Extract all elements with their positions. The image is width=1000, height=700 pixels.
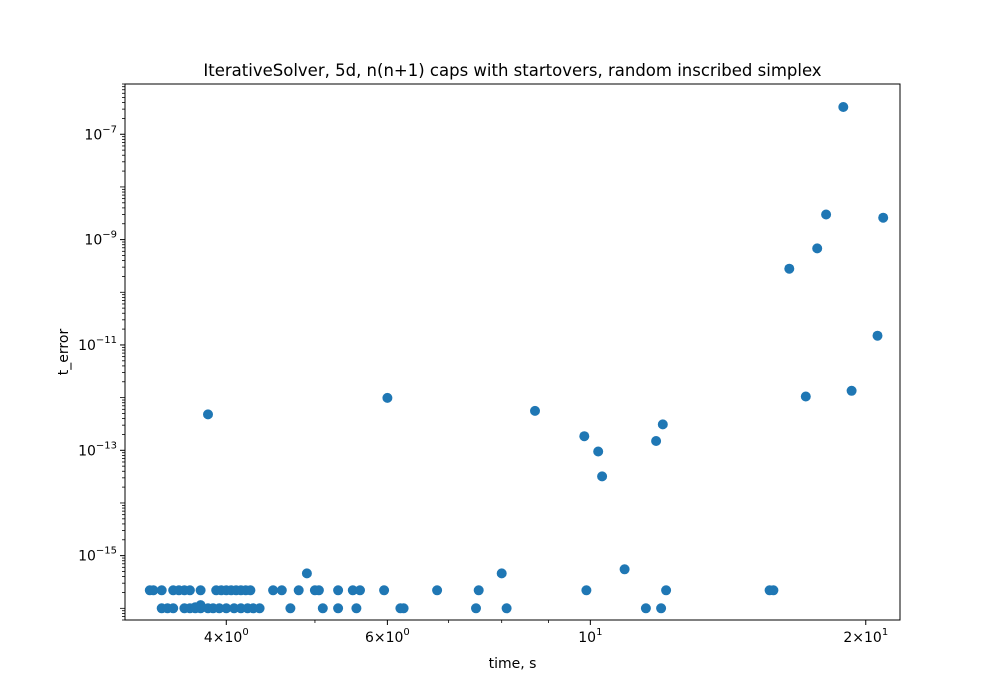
data-point [293, 585, 304, 596]
data-point [768, 585, 779, 596]
x-tick-label: 2×101 [843, 627, 888, 646]
y-tick-label: 10−11 [78, 335, 117, 354]
data-point [168, 603, 179, 614]
data-point [190, 602, 201, 613]
x-tick-label: 6×100 [365, 627, 410, 646]
data-point [581, 585, 592, 596]
data-point [597, 471, 608, 482]
axis-ticks: 4×100 6×100 101 2×101 10−15 10−13 10−11 10−9 10−… [78, 83, 888, 646]
data-point [496, 568, 507, 579]
data-point [812, 243, 823, 254]
data-point [148, 585, 159, 596]
y-tick-label: 10−13 [78, 440, 117, 459]
data-points [144, 102, 889, 614]
data-point [593, 446, 604, 457]
data-point [203, 409, 213, 420]
data-point [214, 603, 225, 614]
data-point [821, 209, 832, 220]
data-point [432, 585, 443, 596]
data-point [254, 603, 265, 614]
x-axis-label: time, s [489, 656, 537, 672]
y-tick-label: 10−15 [78, 546, 117, 565]
data-point [382, 392, 393, 403]
data-point [657, 419, 668, 430]
data-point [784, 263, 795, 274]
data-point [651, 436, 662, 446]
data-point [245, 585, 256, 596]
data-point [184, 585, 195, 596]
data-point [398, 603, 409, 614]
data-point [301, 568, 312, 579]
data-point [473, 585, 484, 596]
data-point [846, 385, 857, 396]
y-axis-label: t_error [56, 329, 72, 376]
data-point [656, 603, 667, 614]
data-point [872, 330, 883, 341]
data-point [276, 585, 287, 596]
data-point [579, 431, 590, 442]
data-point [317, 603, 328, 614]
data-point [268, 585, 279, 596]
x-tick-label: 4×100 [204, 627, 249, 646]
data-point [195, 585, 206, 596]
data-point [530, 405, 540, 416]
y-tick-label: 10−7 [84, 124, 117, 143]
data-point [471, 603, 481, 614]
data-point [661, 585, 672, 596]
data-point [800, 391, 811, 402]
data-point [640, 603, 651, 614]
data-point [333, 585, 344, 596]
data-point [501, 603, 512, 614]
x-tick-label: 101 [578, 627, 602, 646]
data-point [333, 603, 344, 614]
data-point [355, 585, 365, 596]
data-point [313, 585, 324, 596]
plot-area [124, 83, 901, 621]
data-point [878, 212, 889, 223]
data-point [619, 564, 630, 575]
chart-title: IterativeSolver, 5d, n(n+1) caps with st… [203, 61, 821, 80]
data-point [351, 603, 362, 614]
data-point [379, 585, 390, 596]
data-point [156, 585, 167, 596]
data-point [347, 585, 358, 596]
data-point [221, 603, 232, 614]
y-tick-label: 10−9 [84, 230, 117, 249]
data-point [285, 603, 296, 614]
data-point [838, 102, 849, 112]
